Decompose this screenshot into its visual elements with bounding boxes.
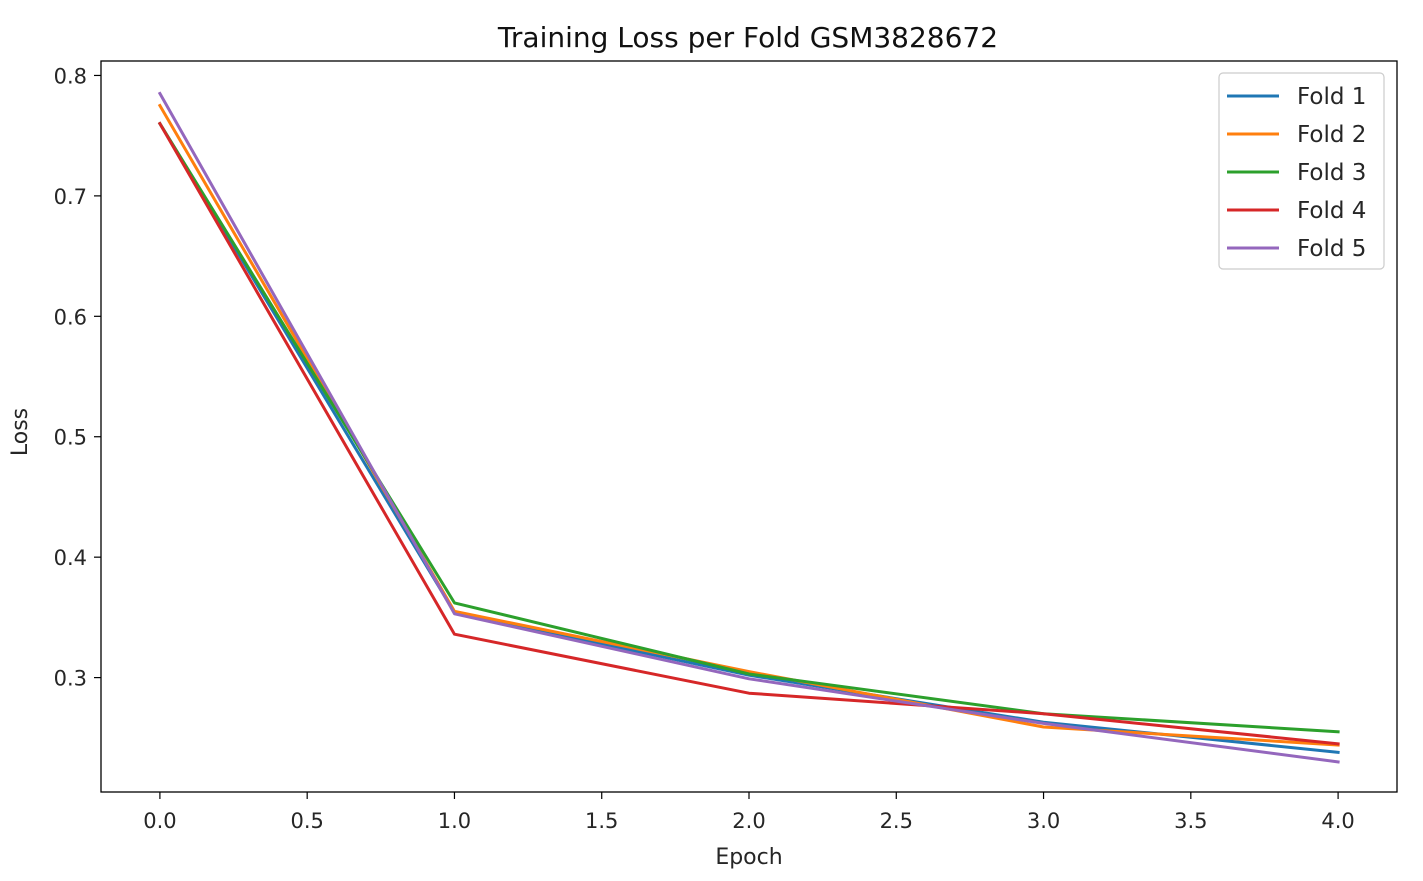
legend-label-fold-1: Fold 1: [1297, 84, 1366, 110]
legend-label-fold-2: Fold 2: [1297, 122, 1366, 148]
y-tick-label: 0.4: [54, 546, 87, 570]
x-axis: 0.0 0.5 1.0 1.5 2.0 2.5 3.0 3.5 4.0: [143, 792, 1355, 833]
x-tick-label: 2.5: [880, 809, 913, 833]
x-tick-label: 3.0: [1027, 809, 1060, 833]
series-layer: [157, 91, 1340, 764]
y-tick-label: 0.3: [54, 667, 87, 691]
x-axis-label: Epoch: [715, 845, 782, 870]
y-axis: 0.3 0.4 0.5 0.6 0.7 0.8: [54, 64, 101, 691]
y-tick-label: 0.7: [54, 185, 87, 209]
series-line-fold-5: [157, 91, 1340, 764]
legend-label-fold-4: Fold 4: [1297, 198, 1366, 224]
legend: Fold 1 Fold 2 Fold 3 Fold 4 Fold 5: [1218, 72, 1385, 270]
y-tick-label: 0.8: [54, 64, 87, 88]
legend-items: Fold 1 Fold 2 Fold 3 Fold 4 Fold 5: [1227, 84, 1366, 262]
series-line-fold-4: [157, 121, 1340, 746]
x-tick-label: 4.0: [1321, 809, 1354, 833]
chart-title: Training Loss per Fold GSM3828672: [497, 21, 998, 54]
y-axis-label: Loss: [8, 408, 33, 456]
x-tick-label: 0.0: [143, 809, 176, 833]
y-tick-label: 0.6: [54, 305, 87, 329]
y-tick-label: 0.5: [54, 426, 87, 450]
x-tick-label: 3.5: [1174, 809, 1207, 833]
x-tick-label: 1.0: [438, 809, 471, 833]
x-tick-label: 2.0: [732, 809, 765, 833]
legend-label-fold-3: Fold 3: [1297, 160, 1366, 186]
x-tick-label: 0.5: [290, 809, 323, 833]
legend-label-fold-5: Fold 5: [1297, 236, 1366, 262]
legend-box: [1218, 72, 1385, 270]
x-tick-label: 1.5: [585, 809, 618, 833]
